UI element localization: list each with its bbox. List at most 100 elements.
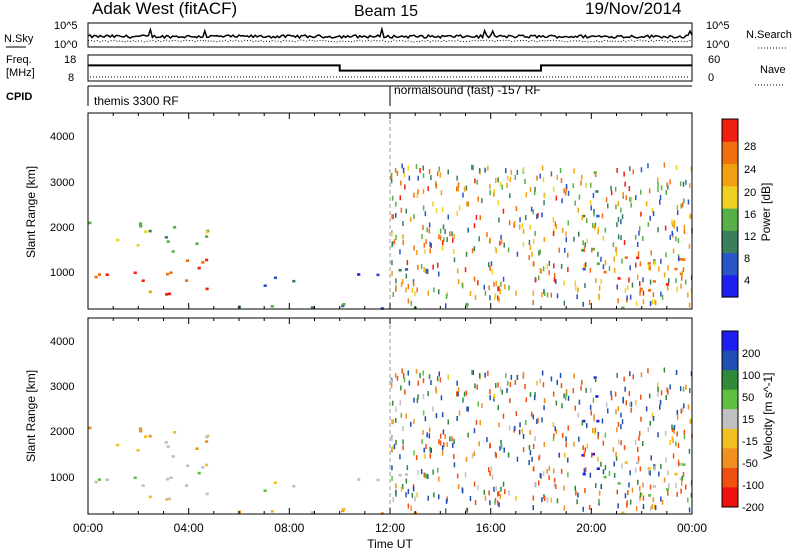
- power-cell: [665, 283, 670, 286]
- power-speckle: [651, 207, 654, 213]
- power-speckle: [415, 250, 418, 256]
- power-speckle: [673, 223, 675, 229]
- power-speckle: [624, 181, 626, 187]
- power-speckle: [396, 170, 399, 176]
- velocity-speckle: [473, 428, 476, 434]
- power-speckle: [581, 174, 583, 180]
- power-speckle: [438, 166, 440, 172]
- power-speckle: [509, 193, 511, 199]
- velocity-speckle: [430, 448, 432, 453]
- power-speckle: [583, 247, 586, 253]
- noise-panel: N.Sky 10^5 10^0 10^5 10^0 N.Search: [4, 20, 792, 51]
- power-speckle: [500, 281, 502, 287]
- velocity-speckle: [489, 395, 491, 401]
- power-speckle: [627, 285, 629, 291]
- power-speckle: [417, 189, 419, 195]
- cpid-label: CPID: [6, 91, 32, 103]
- velocity-speckle: [682, 472, 685, 478]
- power-speckle: [598, 293, 600, 299]
- power-speckle: [616, 222, 618, 228]
- velocity-speckle: [586, 423, 588, 429]
- velocity-speckle: [593, 429, 596, 435]
- power-speckle: [676, 286, 678, 292]
- power-speckle: [466, 201, 468, 207]
- velocity-cell: [141, 484, 145, 487]
- velocity-speckle: [417, 394, 419, 400]
- velocity-speckle: [560, 468, 563, 474]
- velocity-cell: [674, 472, 678, 476]
- velocity-speckle: [639, 495, 641, 501]
- power-speckle: [464, 267, 467, 273]
- power-speckle: [614, 186, 617, 192]
- power-speckle: [690, 214, 692, 220]
- power-speckle: [458, 205, 461, 211]
- velocity-speckle: [439, 433, 442, 439]
- velocity-speckle: [419, 373, 421, 378]
- velocity-speckle: [543, 442, 545, 447]
- power-speckle: [407, 298, 410, 304]
- power-cell: [88, 221, 92, 225]
- velocity-speckle: [588, 504, 591, 510]
- velocity-speckle: [553, 468, 555, 474]
- velocity-speckle: [676, 491, 678, 497]
- velocity-speckle: [400, 412, 403, 418]
- power-speckle: [605, 197, 608, 203]
- velocity-speckle: [638, 435, 640, 441]
- frequency-panel: Freq. [MHz] 18 8 60 0 Nave: [6, 54, 786, 86]
- velocity-speckle: [615, 409, 617, 415]
- velocity-speckle: [413, 450, 415, 456]
- power-speckle: [613, 256, 615, 262]
- power-speckle: [507, 247, 510, 253]
- velocity-speckle: [533, 395, 536, 401]
- velocity-speckle: [657, 391, 659, 397]
- velocity-speckle: [683, 434, 686, 440]
- velocity-speckle: [432, 406, 434, 412]
- power-speckle: [542, 177, 545, 183]
- velocity-speckle: [412, 486, 415, 492]
- power-speckle: [473, 246, 476, 252]
- velocity-speckle: [467, 432, 469, 438]
- power-speckle: [457, 182, 460, 188]
- velocity-cell: [621, 511, 625, 515]
- power-cell: [270, 305, 274, 308]
- velocity-cell: [617, 482, 621, 485]
- power-speckle: [564, 247, 566, 253]
- velocity-cell: [376, 478, 380, 482]
- power-cell: [648, 289, 652, 292]
- power-speckle: [600, 279, 602, 285]
- power-speckle: [639, 281, 641, 287]
- power-cbar-tick-24: 24: [744, 164, 756, 176]
- power-speckle: [657, 227, 659, 233]
- power-speckle: [530, 206, 533, 212]
- velocity-speckle: [458, 410, 461, 416]
- power-speckle: [533, 261, 535, 267]
- power-speckle: [439, 228, 442, 234]
- velocity-speckle: [503, 447, 505, 453]
- power-speckle: [559, 168, 562, 173]
- velocity-cell: [88, 426, 92, 430]
- velocity-speckle: [645, 406, 648, 412]
- velocity-speckle: [422, 370, 424, 376]
- power-colorbar-segment: [722, 274, 738, 298]
- velocity-colorbar-segment: [722, 409, 738, 430]
- power-speckle: [550, 171, 553, 177]
- velocity-cell: [205, 492, 209, 496]
- velocity-speckle: [574, 405, 576, 411]
- power-speckle: [560, 263, 563, 269]
- time-tick-2000: 20:00: [576, 521, 606, 535]
- velocity-speckle: [416, 398, 419, 404]
- velocity-speckle: [627, 490, 629, 496]
- power-speckle: [486, 232, 488, 238]
- velocity-speckle: [534, 482, 537, 488]
- velocity-speckle: [465, 390, 468, 396]
- power-speckle: [499, 240, 501, 246]
- velocity-speckle: [659, 399, 662, 405]
- power-cbar-tick-16: 16: [744, 209, 756, 221]
- power-cell: [148, 290, 152, 294]
- velocity-cell: [205, 463, 209, 467]
- power-speckle: [635, 262, 637, 268]
- power-speckle: [597, 229, 599, 235]
- velocity-speckle: [403, 377, 406, 383]
- velocity-speckle: [659, 404, 661, 410]
- power-speckle: [392, 214, 394, 220]
